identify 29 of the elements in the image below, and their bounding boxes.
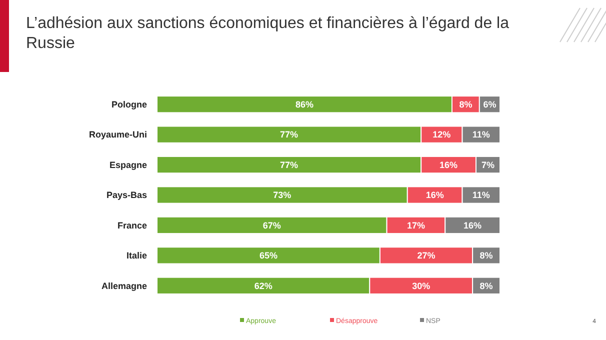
- data-label: 6%: [483, 100, 496, 110]
- data-label: 11%: [472, 130, 490, 140]
- data-label: 16%: [426, 190, 444, 200]
- y-tick-label: Royaume-Uni: [88, 130, 147, 140]
- data-label: 16%: [464, 220, 482, 230]
- data-label: 62%: [254, 280, 272, 291]
- data-label: 8%: [459, 100, 472, 110]
- data-label: 30%: [412, 280, 430, 291]
- data-label: 86%: [295, 100, 314, 110]
- y-tick-label: Italie: [126, 250, 147, 261]
- data-label: 16%: [440, 160, 458, 170]
- chart-title: L’adhésion aux sanctions économiques et financières à l’égard de la Russie: [26, 15, 510, 52]
- y-tick-label: France: [117, 220, 147, 230]
- y-tick-label: Allemagne: [101, 280, 147, 291]
- data-label: 65%: [259, 250, 278, 261]
- data-label: 73%: [273, 190, 292, 200]
- data-label: 11%: [472, 190, 490, 200]
- data-label: 12%: [432, 130, 451, 140]
- data-label: 7%: [481, 160, 495, 170]
- data-label: 77%: [280, 160, 298, 170]
- y-tick-label: Pays-Bas: [106, 190, 147, 200]
- data-label: 8%: [480, 250, 493, 261]
- y-tick-label: Pologne: [112, 100, 147, 110]
- data-label: 67%: [262, 220, 281, 230]
- data-label: 77%: [280, 130, 298, 140]
- data-label: 8%: [480, 280, 493, 291]
- y-tick-label: Espagne: [109, 160, 147, 170]
- data-label: 17%: [406, 220, 425, 230]
- data-label: 27%: [417, 250, 436, 261]
